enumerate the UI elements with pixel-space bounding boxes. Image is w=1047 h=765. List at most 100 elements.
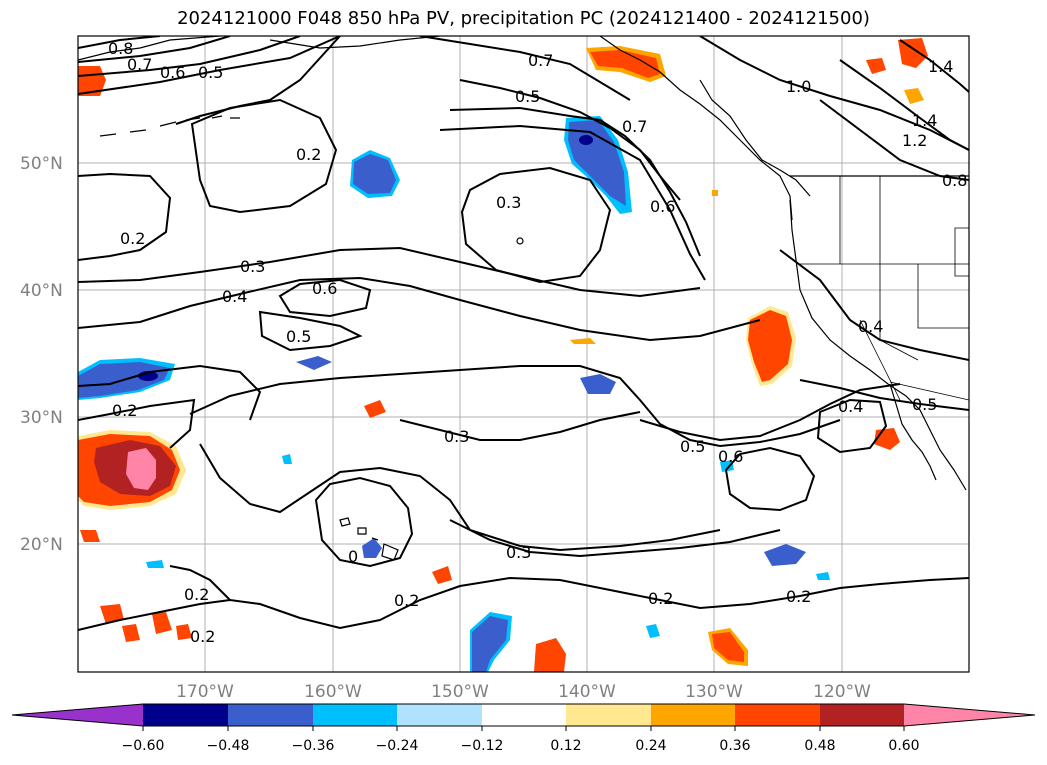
contour-0.7-gulf [449, 106, 701, 257]
contour-1.2-ne [839, 59, 969, 151]
contour-label: 0.4 [222, 287, 247, 306]
neg-blob-small1 [296, 356, 332, 370]
neg-blob-small2 [146, 560, 164, 568]
colorbar-bin [143, 704, 228, 726]
contour-label: 0.3 [496, 193, 521, 212]
contour-1.4-ne [899, 39, 969, 93]
contour-0.2-nw-loop [190, 98, 338, 214]
pos-blob-ne-small2 [904, 88, 924, 104]
hawaii-islands [339, 517, 399, 561]
colorbar-tick-label: 0.12 [550, 738, 581, 754]
pos-blob-ne-small [866, 58, 886, 74]
contour-0.4-se-loop [816, 398, 888, 454]
contour-label: 0.4 [838, 397, 863, 416]
colorbar-tick-label: 0.36 [719, 738, 750, 754]
colorbar-bin [313, 704, 397, 726]
contour-label: 0.5 [515, 87, 540, 106]
lon-label: 120°W [813, 682, 871, 702]
contour-label: 0.2 [296, 145, 321, 164]
contour-label: 0.2 [648, 589, 673, 608]
latitude-labels: 50°N 40°N 30°N 20°N [20, 154, 63, 555]
lon-label: 130°W [685, 682, 743, 702]
lon-label: 170°W [176, 682, 234, 702]
colorbar-bin [735, 704, 820, 726]
contour-0.2-west [78, 172, 172, 261]
contour-label: 1.0 [786, 77, 811, 96]
contour-0.7-nw [78, 36, 231, 63]
colorbar-tick-label: −0.60 [122, 738, 165, 754]
contour-label: 0.3 [240, 257, 265, 276]
contour-0.6-gulf [439, 124, 706, 281]
lat-label: 20°N [20, 535, 63, 555]
contour-label: 1.2 [902, 131, 927, 150]
neg-blob-mid [580, 374, 616, 394]
contour-label: 0.4 [858, 317, 883, 336]
contour-label: 0.7 [622, 117, 647, 136]
pos-blob-sw4 [176, 624, 192, 640]
pos-blob-ne-core [748, 310, 792, 382]
contour-0.5-coast [799, 379, 969, 411]
contour-label: 0.5 [680, 437, 705, 456]
pos-blob-sw3 [152, 612, 172, 634]
contour-label: 0 [348, 547, 358, 566]
contour-label: 0.3 [506, 543, 531, 562]
contour-label: 0.6 [312, 279, 337, 298]
pos-blob-sw1 [100, 604, 124, 624]
contour-0.2-mid [199, 443, 721, 552]
pos-blob-west-large-max [126, 448, 156, 490]
contour-label: 0.5 [912, 395, 937, 414]
pos-blob-mid4 [712, 190, 718, 196]
pos-blob-sw5 [80, 530, 100, 542]
contour-0.7-n [419, 36, 631, 101]
mexico-border [889, 381, 969, 401]
contour-label: 1.4 [928, 57, 953, 76]
lon-label: 160°W [304, 682, 362, 702]
contour-label: 0.5 [198, 63, 223, 82]
contour-0.6-loop [278, 278, 372, 318]
neg-blob-small6 [816, 572, 830, 580]
colorbar: −0.60 −0.48 −0.36 −0.24 −0.12 0.12 0.24 … [11, 703, 1036, 754]
pv-contours [78, 36, 969, 631]
lat-label: 40°N [20, 281, 63, 301]
pos-blob-se-mid-core [712, 632, 744, 662]
contour-0.8-ne [819, 99, 969, 181]
colorbar-bin [651, 704, 735, 726]
contour-0.2-hawaii [314, 476, 414, 568]
neg-blob-small4 [646, 624, 660, 638]
contour-label: 0.5 [286, 327, 311, 346]
lat-label: 50°N [20, 154, 63, 174]
pos-blob-s-central [534, 638, 566, 672]
pos-blob-ne-corner [898, 38, 928, 68]
neg-blob-gulf-alaska-darkest [579, 135, 593, 145]
contour-label: 0.7 [127, 55, 152, 74]
neg-blob-hawaii [362, 538, 382, 558]
map-area [78, 36, 969, 672]
contour-labels: 0.8 0.7 0.6 0.5 0.7 0.5 0.7 0.6 1.0 1.4 … [108, 39, 967, 646]
colorbar-bin [820, 704, 904, 726]
contour-0.6-se-loop [724, 446, 816, 512]
contour-label: 0.2 [394, 591, 419, 610]
contour-0.8-nw [78, 36, 161, 49]
contour-0.2-sw [169, 565, 231, 601]
baja [889, 383, 937, 481]
contour-0.2-west2 [78, 364, 262, 421]
longitude-labels: 170°W 160°W 150°W 140°W 130°W 120°W [176, 682, 871, 702]
lon-label: 140°W [558, 682, 616, 702]
contour-0.3-n [460, 166, 612, 284]
neg-blob-south-central-core [472, 616, 508, 672]
colorbar-tick-label: −0.24 [376, 738, 419, 754]
colorbar-ticks [142, 726, 905, 731]
contour-label: 0.6 [718, 447, 743, 466]
neg-blob-north-central-core [353, 154, 396, 194]
colorbar-tick-label: −0.12 [461, 738, 504, 754]
colorbar-max-arrow [904, 704, 1035, 726]
pos-blob-mid3 [570, 338, 596, 344]
contour-label: 1.4 [912, 111, 937, 130]
contour-label: 0.2 [112, 401, 137, 420]
contour-label: 0.8 [108, 39, 133, 58]
contour-0.5-nw [78, 36, 341, 95]
neg-blob-se [764, 544, 806, 566]
lat-label: 30°N [20, 408, 63, 428]
contour-0.3-south [449, 519, 781, 558]
